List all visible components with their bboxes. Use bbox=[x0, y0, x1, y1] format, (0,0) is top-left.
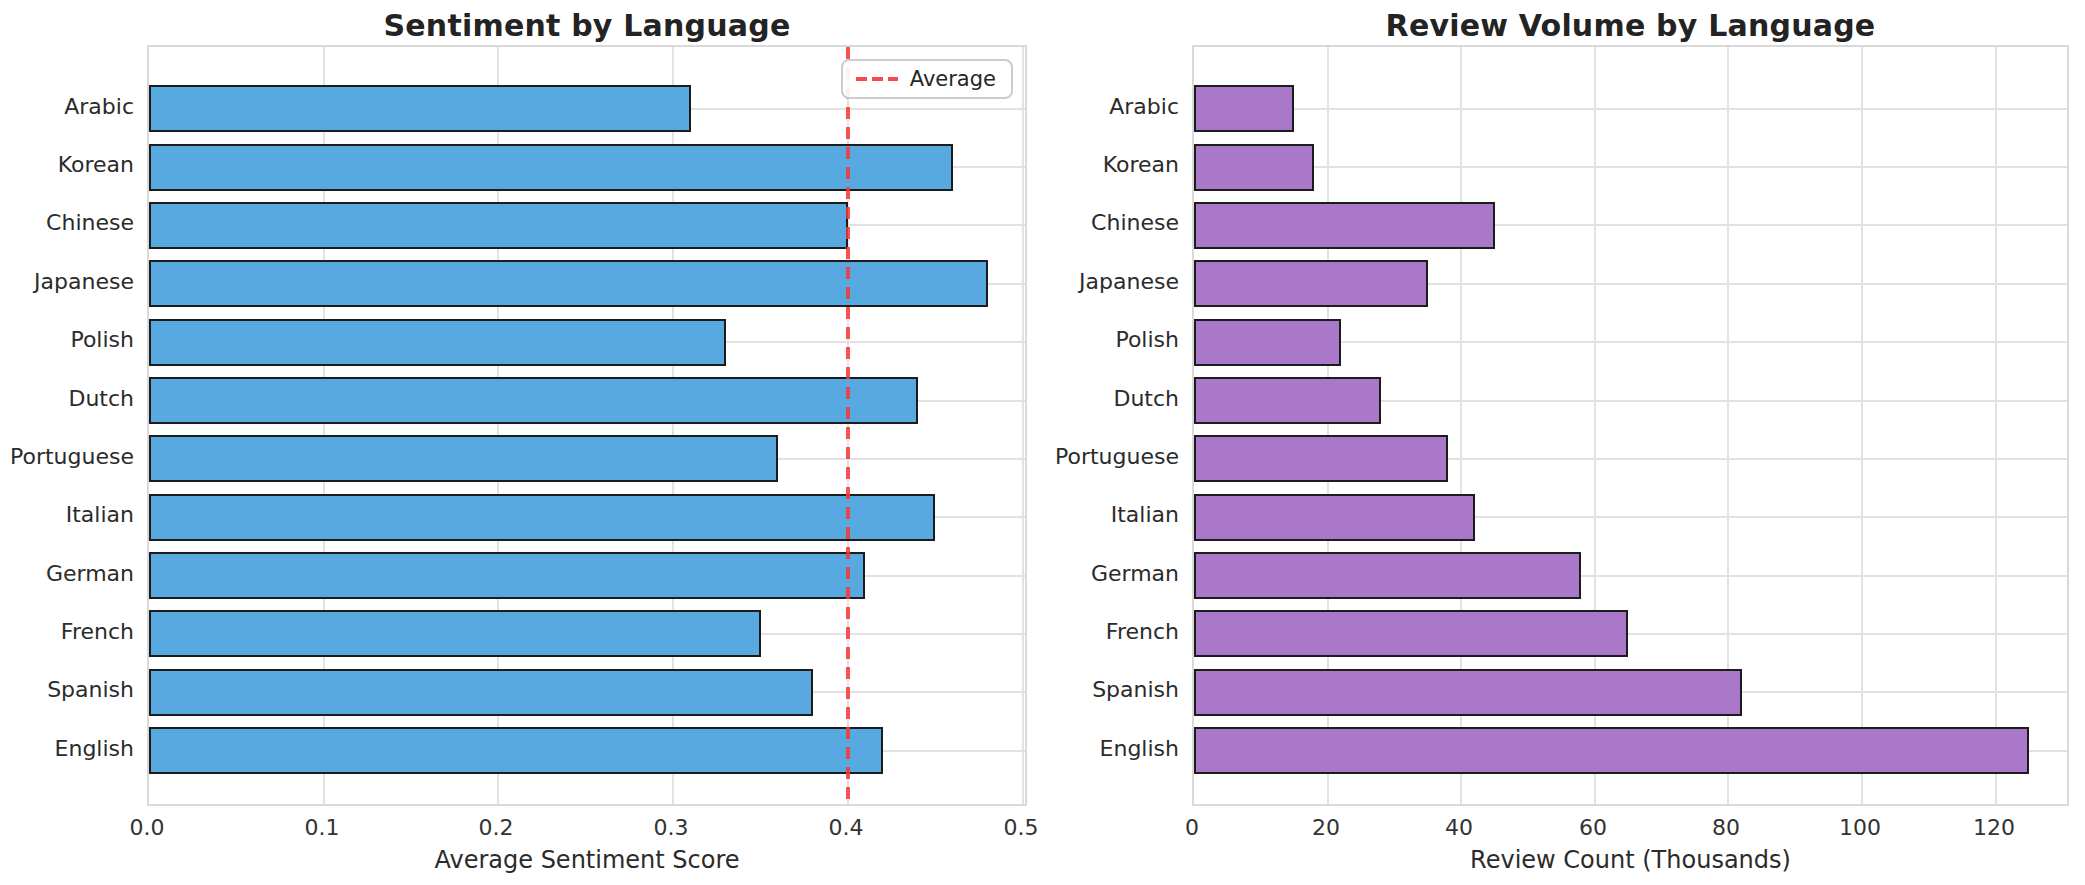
x-tick-label: 0.4 bbox=[791, 814, 901, 842]
bar-chinese bbox=[149, 202, 848, 249]
bar-italian bbox=[149, 494, 935, 541]
bar-portuguese bbox=[149, 435, 778, 482]
y-tick-label-italian: Italian bbox=[959, 500, 1179, 530]
y-tick-label-english: English bbox=[0, 734, 134, 764]
bar-korean bbox=[1194, 144, 1314, 191]
y-tick-label-spanish: Spanish bbox=[0, 675, 134, 705]
y-tick-label-chinese: Chinese bbox=[959, 208, 1179, 238]
bar-italian bbox=[1194, 494, 1475, 541]
y-tick-label-korean: Korean bbox=[959, 150, 1179, 180]
bar-polish bbox=[149, 319, 726, 366]
y-tick-label-arabic: Arabic bbox=[0, 92, 134, 122]
bar-arabic bbox=[149, 85, 691, 132]
x-tick-label: 0.0 bbox=[92, 814, 202, 842]
y-tick-label-german: German bbox=[0, 559, 134, 589]
x-tick-label: 0.3 bbox=[616, 814, 726, 842]
x-tick-label: 0.5 bbox=[966, 814, 1076, 842]
y-tick-label-german: German bbox=[959, 559, 1179, 589]
bar-dutch bbox=[149, 377, 918, 424]
y-gridline bbox=[1194, 166, 2067, 168]
y-tick-label-japanese: Japanese bbox=[959, 267, 1179, 297]
y-tick-label-polish: Polish bbox=[959, 325, 1179, 355]
sentiment-xaxis-label: Average Sentiment Score bbox=[147, 846, 1027, 874]
figure: Sentiment by Language Review Volume by L… bbox=[0, 0, 2085, 885]
bar-spanish bbox=[149, 669, 813, 716]
x-tick-label: 0.1 bbox=[267, 814, 377, 842]
bar-arabic bbox=[1194, 85, 1294, 132]
average-line-legend-swatch bbox=[856, 77, 898, 81]
bar-japanese bbox=[1194, 260, 1428, 307]
bar-german bbox=[1194, 552, 1581, 599]
y-tick-label-dutch: Dutch bbox=[959, 384, 1179, 414]
y-tick-label-chinese: Chinese bbox=[0, 208, 134, 238]
y-gridline bbox=[1194, 108, 2067, 110]
x-tick-label: 60 bbox=[1538, 814, 1648, 842]
bar-french bbox=[1194, 610, 1628, 657]
y-tick-label-polish: Polish bbox=[0, 325, 134, 355]
legend: Average bbox=[841, 59, 1013, 99]
volume-chart-axes bbox=[1192, 45, 2069, 806]
y-tick-label-korean: Korean bbox=[0, 150, 134, 180]
bar-polish bbox=[1194, 319, 1341, 366]
x-tick-label: 40 bbox=[1404, 814, 1514, 842]
bar-spanish bbox=[1194, 669, 1742, 716]
bar-dutch bbox=[1194, 377, 1381, 424]
y-tick-label-italian: Italian bbox=[0, 500, 134, 530]
volume-chart-title: Review Volume by Language bbox=[1192, 8, 2069, 43]
bar-japanese bbox=[149, 260, 988, 307]
bar-german bbox=[149, 552, 865, 599]
y-tick-label-portuguese: Portuguese bbox=[959, 442, 1179, 472]
x-tick-label: 80 bbox=[1671, 814, 1781, 842]
x-tick-label: 120 bbox=[1939, 814, 2049, 842]
x-tick-label: 20 bbox=[1271, 814, 1381, 842]
sentiment-chart-title: Sentiment by Language bbox=[147, 8, 1027, 43]
sentiment-chart-axes: Average bbox=[147, 45, 1027, 806]
y-tick-label-english: English bbox=[959, 734, 1179, 764]
bar-french bbox=[149, 610, 761, 657]
y-tick-label-french: French bbox=[959, 617, 1179, 647]
bar-korean bbox=[149, 144, 953, 191]
y-tick-label-portuguese: Portuguese bbox=[0, 442, 134, 472]
bar-english bbox=[149, 727, 883, 774]
x-tick-label: 0 bbox=[1137, 814, 1247, 842]
y-tick-label-spanish: Spanish bbox=[959, 675, 1179, 705]
volume-xaxis-label: Review Count (Thousands) bbox=[1192, 846, 2069, 874]
y-tick-label-french: French bbox=[0, 617, 134, 647]
y-tick-label-japanese: Japanese bbox=[0, 267, 134, 297]
y-tick-label-dutch: Dutch bbox=[0, 384, 134, 414]
x-tick-label: 0.2 bbox=[441, 814, 551, 842]
legend-label: Average bbox=[910, 66, 996, 92]
bar-english bbox=[1194, 727, 2029, 774]
bar-chinese bbox=[1194, 202, 1495, 249]
average-reference-line bbox=[846, 47, 849, 804]
x-tick-label: 100 bbox=[1805, 814, 1915, 842]
bar-portuguese bbox=[1194, 435, 1448, 482]
